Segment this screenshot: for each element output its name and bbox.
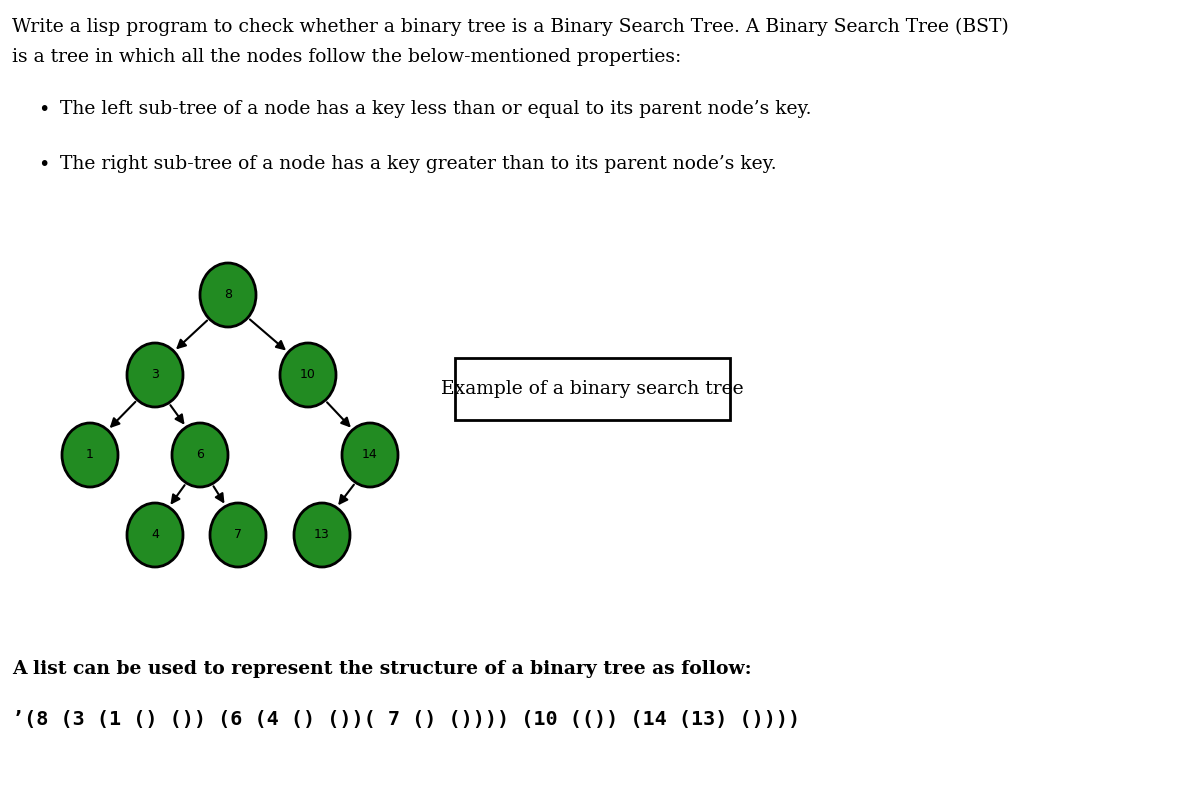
Text: 1: 1 [86, 449, 94, 462]
Text: 10: 10 [300, 369, 316, 381]
Text: Example of a binary search tree: Example of a binary search tree [442, 380, 744, 398]
Text: 6: 6 [196, 449, 204, 462]
Text: 3: 3 [151, 369, 158, 381]
Text: 14: 14 [362, 449, 378, 462]
Text: ’(8 (3 (1 () ()) (6 (4 () ())( 7 () ()))) (10 (()) (14 (13) ()))): ’(8 (3 (1 () ()) (6 (4 () ())( 7 () ()))… [12, 710, 800, 729]
Text: The right sub-tree of a node has a key greater than to its parent node’s key.: The right sub-tree of a node has a key g… [60, 155, 776, 173]
Ellipse shape [342, 423, 398, 487]
Text: A list can be used to represent the structure of a binary tree as follow:: A list can be used to represent the stru… [12, 660, 751, 678]
Ellipse shape [172, 423, 228, 487]
Text: The left sub-tree of a node has a key less than or equal to its parent node’s ke: The left sub-tree of a node has a key le… [60, 100, 811, 118]
Text: 13: 13 [314, 528, 330, 542]
Text: 8: 8 [224, 289, 232, 301]
Text: •: • [38, 155, 49, 174]
Ellipse shape [280, 343, 336, 407]
Ellipse shape [294, 503, 350, 567]
Ellipse shape [210, 503, 266, 567]
Ellipse shape [200, 263, 256, 327]
Text: •: • [38, 100, 49, 119]
Text: is a tree in which all the nodes follow the below-mentioned properties:: is a tree in which all the nodes follow … [12, 48, 682, 66]
Text: Write a lisp program to check whether a binary tree is a Binary Search Tree. A B: Write a lisp program to check whether a … [12, 18, 1009, 36]
Ellipse shape [127, 343, 182, 407]
Ellipse shape [62, 423, 118, 487]
Text: 4: 4 [151, 528, 158, 542]
Ellipse shape [127, 503, 182, 567]
Text: 7: 7 [234, 528, 242, 542]
FancyBboxPatch shape [455, 358, 730, 420]
